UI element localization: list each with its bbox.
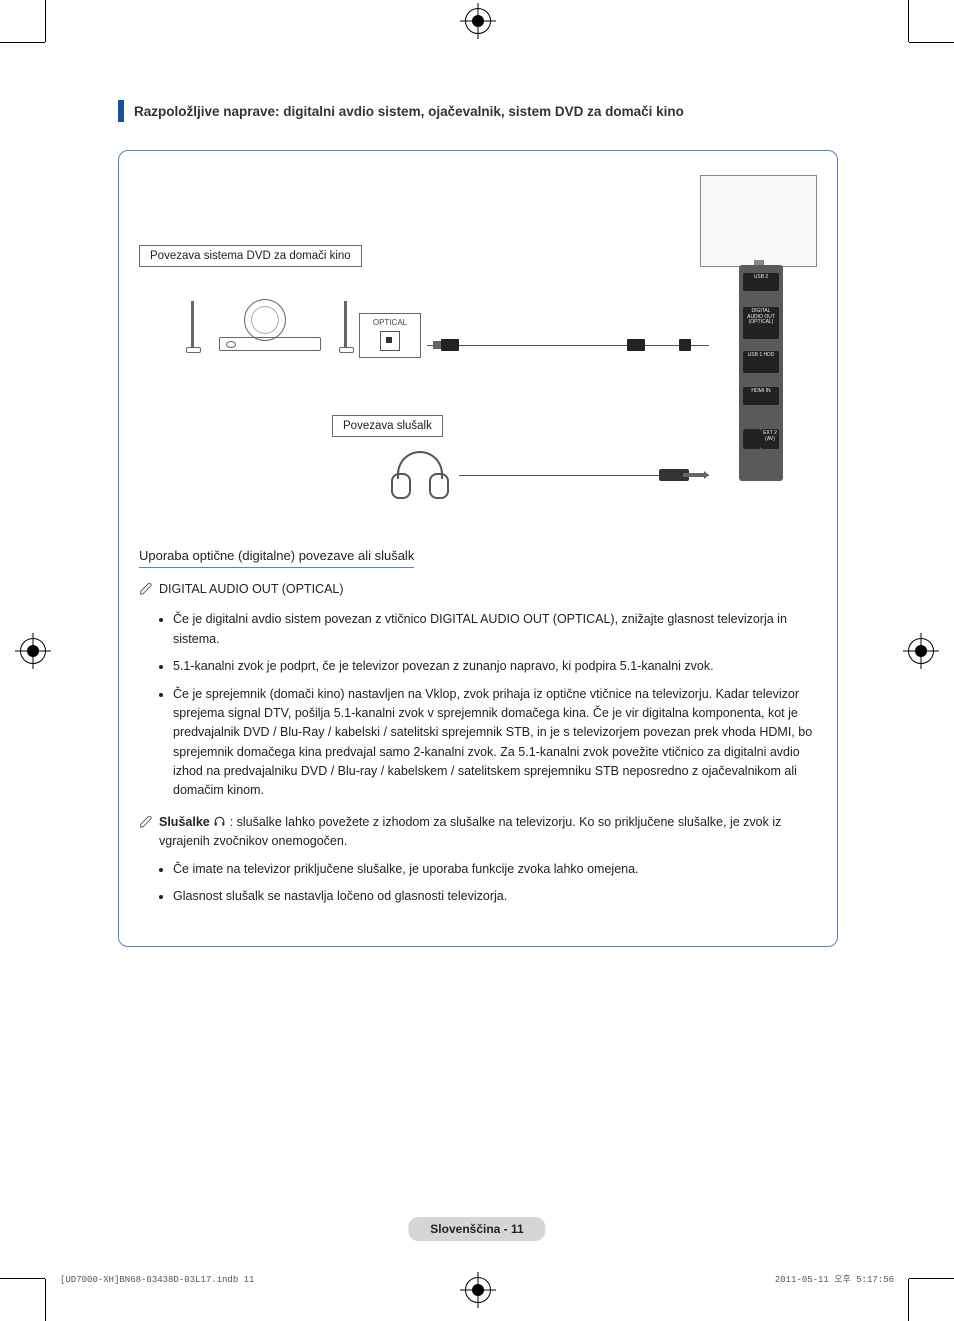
bullets-headphones: Če imate na televizor priključene slušal… [139,860,817,907]
port-optical: DIGITAL AUDIO OUT (OPTICAL) [743,307,779,339]
crop-mark [908,1279,909,1321]
pen-icon [139,815,153,829]
note-icon [139,815,153,835]
crop-mark [0,42,45,43]
optical-port-label: OPTICAL [373,318,407,327]
crop-mark [45,1279,46,1321]
section-title: Razpoložljive naprave: digitalni avdio s… [118,100,838,122]
note-headphones-body: : slušalke lahko povežete z izhodom za s… [159,815,781,848]
section-title-text: Razpoložljive naprave: digitalni avdio s… [134,104,684,119]
crop-mark [0,1278,45,1279]
bullet-item: Glasnost slušalk se nastavlja ločeno od … [173,887,817,906]
crop-mark [45,0,46,42]
bullet-text-strong: DIGITAL AUDIO OUT (OPTICAL) [430,612,615,626]
registration-mark-icon [20,638,46,664]
optical-port-icon [380,331,400,351]
page-footer-pill: Slovenščina - 11 [408,1217,545,1241]
diagram-label-dvd: Povezava sistema DVD za domači kino [139,245,362,267]
optical-port-box: OPTICAL [359,313,421,358]
optical-cable [427,345,709,346]
note-icon [139,582,153,602]
note-headphones-text: Slušalke : slušalke lahko povežete z izh… [159,813,817,852]
note-headphones: Slušalke : slušalke lahko povežete z izh… [139,813,817,852]
crop-mark [909,1278,954,1279]
crop-mark [909,42,954,43]
pen-icon [139,582,153,596]
accent-bar [118,100,124,122]
headphones-icon [213,815,226,828]
registration-mark-icon [465,8,491,34]
port-usb2: USB 2 [743,273,779,291]
port-usb1: USB 1 HDD [743,351,779,373]
connection-diagram: USB 2 DIGITAL AUDIO OUT (OPTICAL) USB 1 … [139,169,817,529]
optical-plug-icon [679,339,699,351]
note-headphones-label: Slušalke [159,815,213,829]
bullet-item: Če je sprejemnik (domači kino) nastavlje… [173,685,817,801]
tv-port-strip: USB 2 DIGITAL AUDIO OUT (OPTICAL) USB 1 … [739,265,783,481]
registration-mark-icon [465,1277,491,1303]
tv-outline-icon [700,175,817,267]
headphone-jack-icon [639,469,705,481]
subheading: Uporaba optične (digitalne) povezave ali… [139,548,414,568]
diagram-label-headphones: Povezava slušalk [332,415,443,437]
bullet-text-pre: Če je digitalni avdio sistem povezan z v… [173,612,430,626]
optical-plug-icon [619,339,653,351]
port-hdmi: HDMI IN [743,387,779,405]
note-digital-audio: DIGITAL AUDIO OUT (OPTICAL) [139,580,817,602]
bullet-item: Če imate na televizor priključene slušal… [173,860,817,879]
footer-lang-page: Slovenščina - 11 [430,1222,523,1236]
note-digital-label: DIGITAL AUDIO OUT (OPTICAL) [159,580,344,599]
optical-plug-icon [433,339,467,351]
bullet-item: 5.1-kanalni zvok je podprt, če je televi… [173,657,817,676]
page-content: Razpoložljive naprave: digitalni avdio s… [118,100,838,947]
footer-doc-right: 2011-05-11 오후 5:17:56 [775,1272,894,1285]
footer-doc-left: [UD7000-XH]BN68-03438D-03L17.indb 11 [60,1275,254,1285]
bullets-digital: Če je digitalni avdio sistem povezan z v… [139,610,817,800]
content-panel: USB 2 DIGITAL AUDIO OUT (OPTICAL) USB 1 … [118,150,838,947]
port-headphone [743,429,761,449]
headphones-icon [391,451,449,501]
registration-mark-icon [908,638,934,664]
bullet-item: Če je digitalni avdio sistem povezan z v… [173,610,817,649]
dvd-system-icon [189,299,349,369]
port-ext: EXT 2 (AV) [761,429,779,449]
crop-mark [908,0,909,42]
